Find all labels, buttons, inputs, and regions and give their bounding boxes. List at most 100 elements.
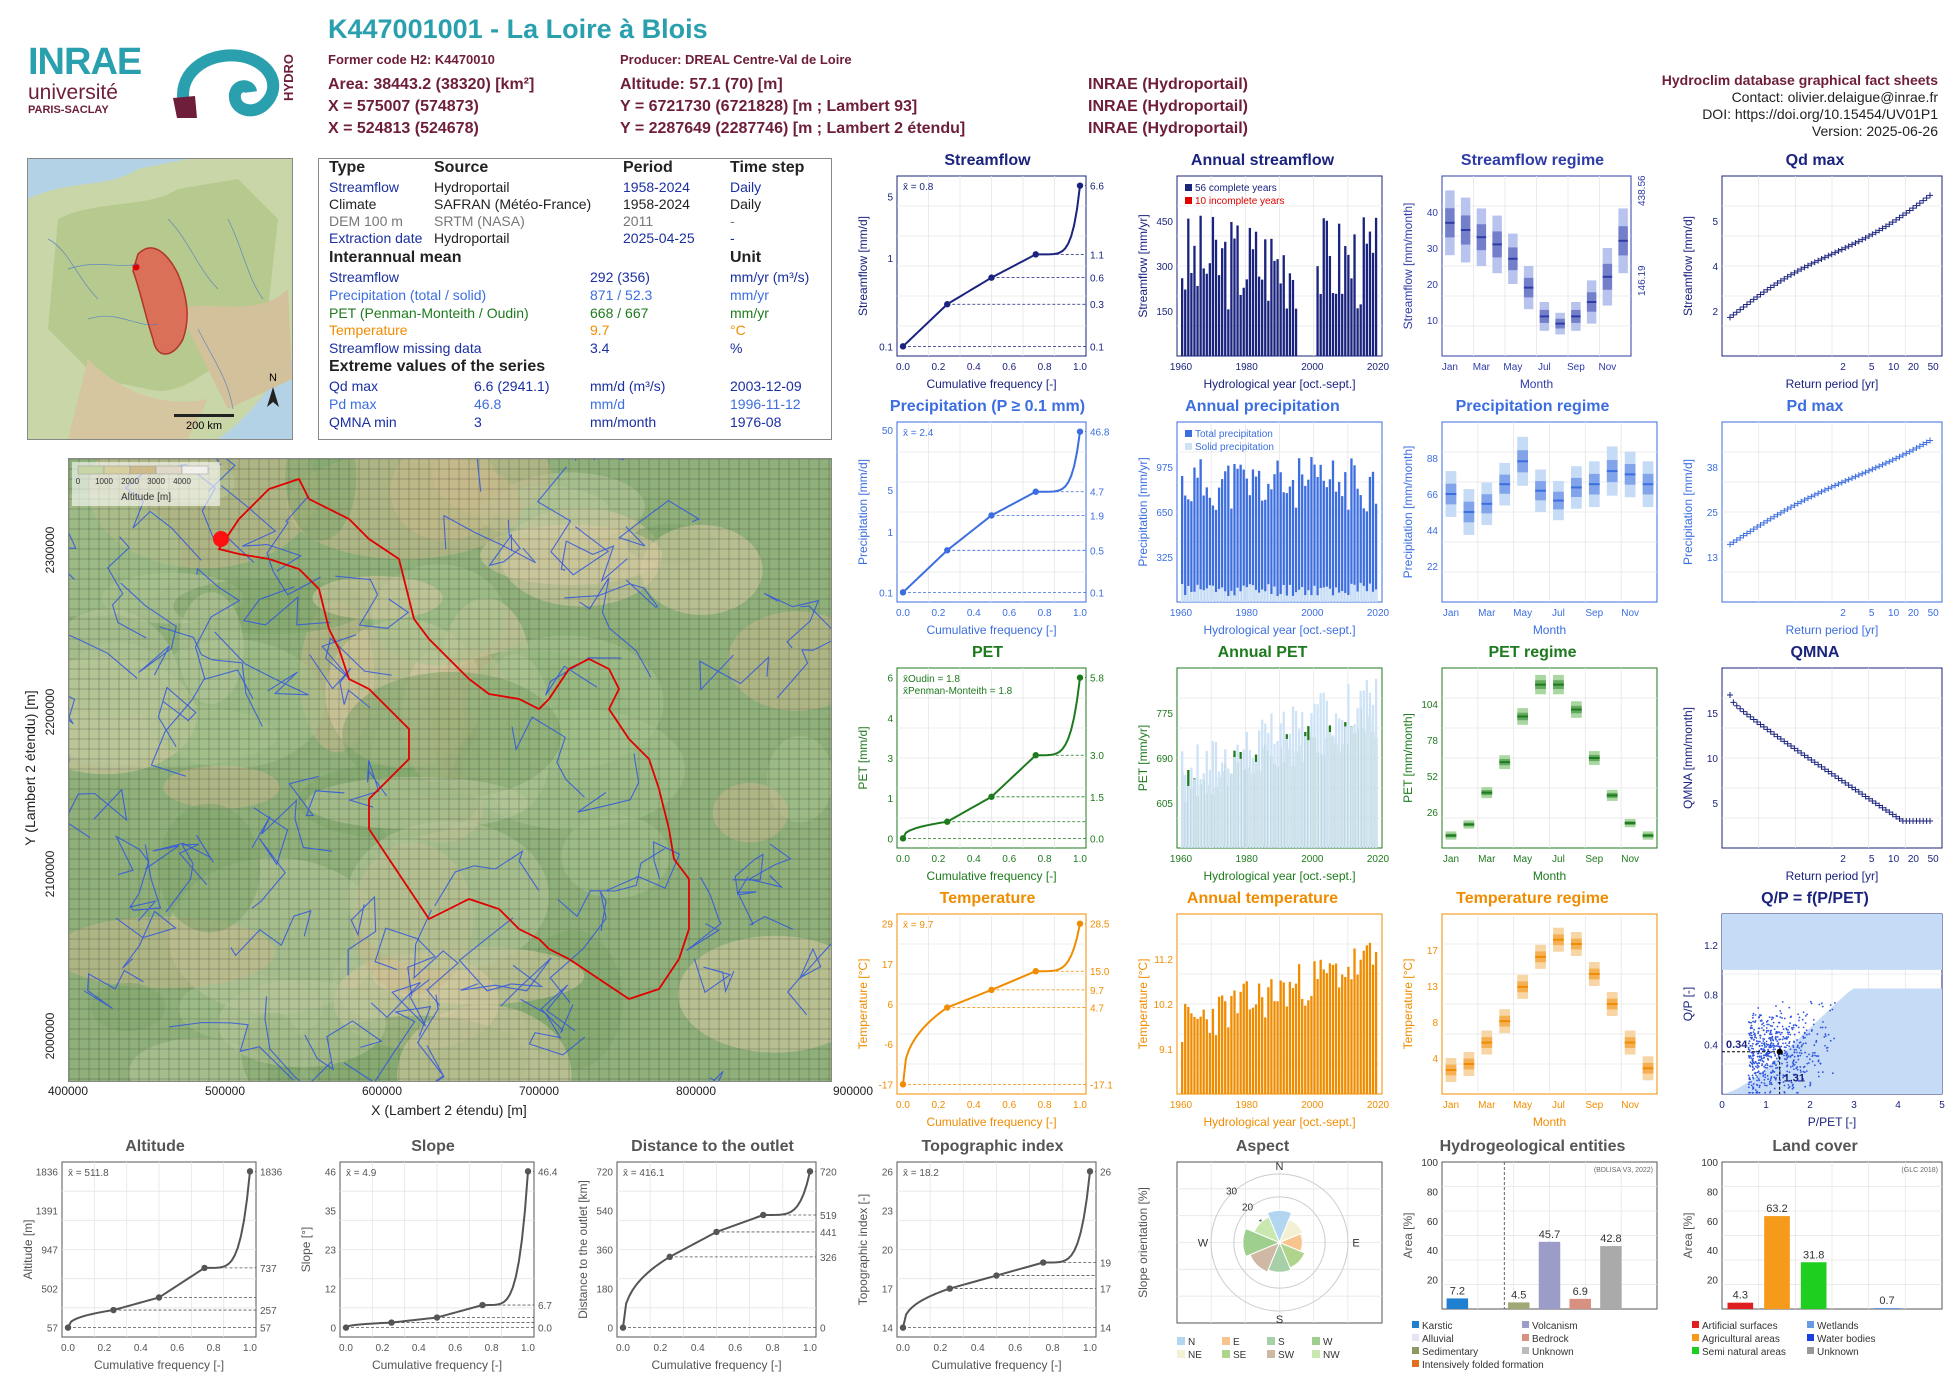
rp-point bbox=[1801, 496, 1808, 503]
qp-point bbox=[1790, 1015, 1793, 1018]
y-tick: 80 bbox=[1707, 1187, 1719, 1198]
year-bar-secondary bbox=[1181, 583, 1184, 602]
year-bar bbox=[1319, 464, 1322, 602]
x-axis-label: Return period [yr] bbox=[1786, 623, 1879, 637]
y-axis-label: Precipitation [mm/d] bbox=[1681, 459, 1695, 565]
src-row-2-step: - bbox=[730, 213, 735, 229]
rp-point bbox=[1855, 788, 1862, 795]
qp-point bbox=[1829, 1004, 1832, 1007]
ext-row-2-value: 3 bbox=[474, 413, 482, 430]
qp-point bbox=[1810, 1002, 1813, 1005]
year-bar-secondary bbox=[1273, 743, 1276, 848]
chart-title: Aspect bbox=[1235, 1138, 1290, 1155]
rp-point bbox=[1730, 699, 1737, 706]
right-label: 4.7 bbox=[1090, 1004, 1104, 1015]
y-tick: 1.2 bbox=[1704, 941, 1718, 952]
qp-point bbox=[1786, 1056, 1789, 1059]
rp-point bbox=[1927, 192, 1933, 199]
qp-point bbox=[1795, 1061, 1797, 1064]
rp-point bbox=[1872, 229, 1879, 236]
chart-temp_cdf: Temperature Cumulative frequency [-] Tempe… bbox=[855, 890, 1120, 1130]
rp-point bbox=[1859, 470, 1866, 477]
qp-point bbox=[1763, 1078, 1766, 1081]
year-bar-secondary bbox=[1251, 585, 1255, 602]
rp-point bbox=[1916, 443, 1923, 450]
year-bar bbox=[1187, 499, 1190, 602]
rp-point bbox=[1754, 718, 1761, 725]
x-axis-label: Month bbox=[1533, 869, 1566, 883]
x-axis-label: Cumulative frequency [-] bbox=[94, 1358, 224, 1372]
rp-point bbox=[1886, 809, 1893, 816]
aspect-legend-entry: NE bbox=[1188, 1350, 1202, 1361]
qp-point bbox=[1765, 1031, 1768, 1034]
year-bar-secondary bbox=[1227, 768, 1230, 848]
qp-point bbox=[1792, 1044, 1794, 1047]
chart-pd_max: Pd max Return period [yr] Precipitation [m… bbox=[1680, 398, 1950, 638]
year-bar bbox=[1217, 275, 1221, 356]
rp-point bbox=[1740, 304, 1747, 311]
qp-point bbox=[1783, 1091, 1786, 1094]
qp-point bbox=[1785, 1028, 1788, 1031]
qp-point bbox=[1811, 1054, 1814, 1056]
rp-point bbox=[1893, 813, 1900, 820]
year-bar-secondary bbox=[1239, 591, 1242, 602]
legend-entry: Solid precipitation bbox=[1195, 442, 1274, 453]
x-tick: 0.2 bbox=[931, 854, 945, 865]
year-bar bbox=[1279, 283, 1282, 356]
y-tick: 23 bbox=[882, 1206, 894, 1217]
qp-point bbox=[1804, 1085, 1807, 1088]
year-bar bbox=[1227, 1027, 1230, 1094]
year-bar bbox=[1261, 500, 1264, 602]
x-tick: 1960 bbox=[1170, 608, 1193, 619]
x-tick: 1.0 bbox=[1073, 854, 1087, 865]
month-tick: Jul bbox=[1538, 362, 1551, 373]
qp-point bbox=[1812, 1051, 1814, 1054]
hg-legend-entry: Karstic bbox=[1422, 1321, 1453, 1332]
year-bar-secondary bbox=[1221, 587, 1224, 602]
y-tick: 300 bbox=[1156, 262, 1173, 273]
qp-point bbox=[1768, 1044, 1771, 1047]
year-bar bbox=[1230, 221, 1233, 356]
qp-point bbox=[1747, 1042, 1750, 1045]
aspect-legend-entry: NW bbox=[1323, 1350, 1340, 1361]
mean-label: x̄ = 0.8 bbox=[903, 182, 934, 193]
qp-point bbox=[1806, 1055, 1808, 1058]
year-bar bbox=[1242, 287, 1245, 356]
month-tick: Jan bbox=[1442, 362, 1458, 373]
year-bar-secondary bbox=[1184, 775, 1187, 848]
y-tick: 5 bbox=[1712, 217, 1718, 228]
chart-title: Annual PET bbox=[1217, 644, 1308, 661]
year-bar-secondary bbox=[1227, 595, 1230, 602]
lc-legend-swatch bbox=[1807, 1321, 1814, 1328]
year-bar-secondary bbox=[1341, 591, 1344, 602]
month-tick: Nov bbox=[1621, 608, 1639, 619]
qp-point bbox=[1764, 1064, 1767, 1067]
rp-point bbox=[1815, 490, 1822, 497]
year-bar-secondary bbox=[1288, 584, 1292, 602]
x-tick: 4 bbox=[1895, 1100, 1901, 1111]
mean-row-1-unit: mm/yr bbox=[730, 286, 769, 303]
mean-label: x̄ = 416.1 bbox=[623, 1168, 665, 1179]
rp-point bbox=[1743, 530, 1750, 537]
qp-point bbox=[1809, 1084, 1811, 1087]
x-tick: 1.0 bbox=[1073, 362, 1087, 373]
rp-point bbox=[1760, 289, 1767, 296]
qp-point bbox=[1766, 1019, 1769, 1022]
qp-point bbox=[1786, 1044, 1789, 1047]
mean-row-1-value: 871 / 52.3 bbox=[590, 286, 653, 303]
qp-point bbox=[1756, 1055, 1759, 1058]
chart-title: Qd max bbox=[1785, 152, 1845, 169]
qp-point bbox=[1754, 1034, 1757, 1037]
x-axis-label: Hydrological year [oct.-sept.] bbox=[1203, 377, 1355, 391]
y-tick: -17 bbox=[879, 1080, 894, 1091]
qp-point bbox=[1786, 1061, 1788, 1064]
x-tick: 3 bbox=[1851, 1100, 1857, 1111]
y-tick: 450 bbox=[1156, 217, 1173, 228]
y-tick: 44 bbox=[1427, 526, 1439, 537]
year-bar-secondary bbox=[1230, 773, 1233, 848]
th-period: Period bbox=[623, 159, 673, 176]
qp-point bbox=[1770, 1018, 1773, 1021]
chart-qd_max: Qd max Return period [yr] Streamflow [mm/d… bbox=[1680, 152, 1950, 392]
year-bar-secondary bbox=[1190, 767, 1193, 848]
year-bar bbox=[1181, 278, 1184, 356]
